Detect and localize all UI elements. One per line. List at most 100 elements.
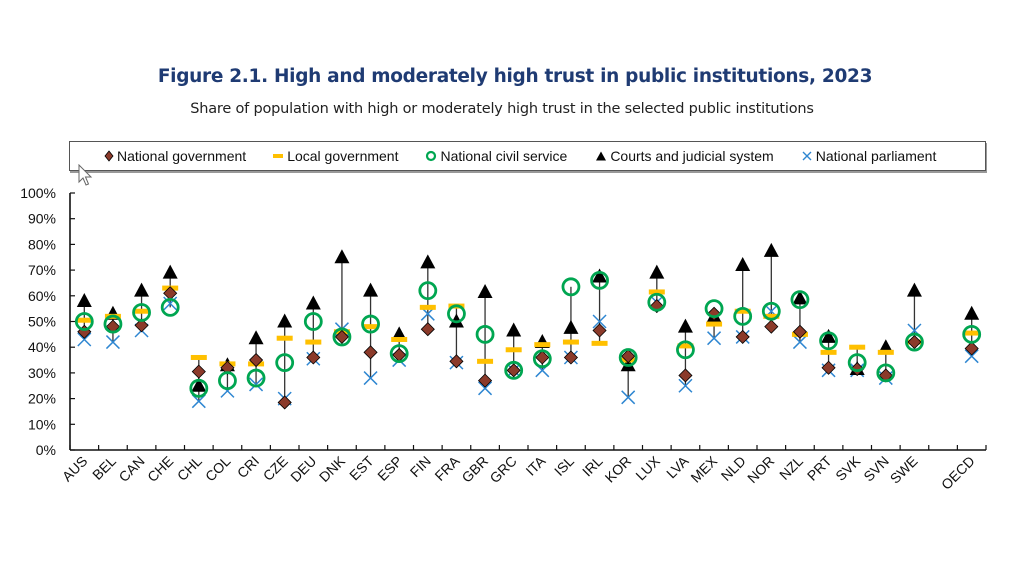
- national-parliament-point: [363, 371, 378, 386]
- national-civil-service-point: [218, 371, 237, 391]
- courts-point: [563, 319, 579, 334]
- national-civil-service-point: [303, 312, 323, 331]
- national-civil-service-point: [704, 299, 724, 319]
- courts-point: [677, 318, 693, 333]
- national-civil-service-point: [618, 348, 638, 367]
- x-tick-label: ESP: [374, 453, 405, 484]
- x-tick-label: NOR: [744, 453, 777, 486]
- x-tick-label: FIN: [407, 453, 434, 480]
- national-civil-service-point: [761, 301, 781, 321]
- courts-point: [134, 282, 150, 297]
- national-civil-service-point: [876, 363, 896, 383]
- mouse-cursor-icon: [78, 164, 93, 186]
- chart-subtitle: Share of population with high or moderat…: [190, 101, 814, 117]
- x-tick-label: CZE: [260, 453, 291, 484]
- national-government-point: [821, 360, 836, 375]
- national-civil-service-point: [790, 290, 810, 310]
- national-government-point: [134, 318, 149, 333]
- legend-item-courts: Courts and judicial system: [595, 148, 774, 164]
- legend-label: National parliament: [815, 148, 937, 164]
- national-civil-service-point: [74, 312, 94, 331]
- y-tick-label: 90%: [28, 211, 56, 227]
- legend-item-national-government: National government: [104, 148, 246, 164]
- national-civil-service-point: [160, 297, 180, 317]
- national-government-point: [764, 319, 779, 334]
- national-parliament-point: [592, 314, 607, 329]
- local-government-point: [133, 308, 150, 314]
- diamond-icon: [104, 150, 114, 162]
- national-government-point: [248, 352, 264, 368]
- x-tick-label: GBR: [458, 453, 491, 486]
- x-tick-label: GRC: [486, 453, 519, 486]
- national-civil-service-point: [590, 270, 609, 290]
- national-civil-service-point: [246, 368, 266, 388]
- courts-point: [391, 326, 407, 341]
- x-tick-label: AUS: [59, 453, 91, 485]
- national-government-point: [506, 363, 521, 378]
- national-parliament-point: [707, 331, 722, 346]
- courts-point: [277, 313, 293, 328]
- y-tick-label: 60%: [28, 288, 56, 304]
- x-tick-label: LUX: [632, 452, 663, 483]
- axes: 0%10%20%30%40%50%60%70%80%90%100%AUSBELC…: [20, 185, 987, 493]
- courts-point: [248, 330, 264, 345]
- local-government-point: [534, 342, 551, 348]
- courts-point: [363, 282, 379, 297]
- legend-label: National government: [117, 148, 247, 164]
- legend-item-local-government: Local government: [272, 148, 398, 164]
- courts-point: [964, 305, 980, 320]
- national-government-point: [220, 360, 235, 375]
- national-government-point: [477, 373, 493, 388]
- national-government-point: [792, 324, 808, 339]
- local-government-point: [190, 354, 207, 360]
- x-tick-label: DNK: [316, 452, 349, 485]
- courts-point: [506, 322, 522, 337]
- y-tick-label: 40%: [28, 339, 56, 355]
- legend: National government Local government Nat…: [69, 141, 986, 171]
- national-government-point: [363, 345, 378, 360]
- y-tick-label: 20%: [28, 391, 56, 407]
- national-civil-service-point: [676, 340, 695, 360]
- courts-point: [906, 282, 922, 297]
- local-government-point: [505, 347, 522, 353]
- x-icon: [802, 151, 812, 161]
- courts-point: [305, 295, 321, 310]
- x-tick-label: COL: [202, 453, 234, 485]
- legend-label: National civil service: [440, 148, 568, 164]
- local-government-point: [734, 308, 751, 314]
- x-tick-label: NLD: [718, 453, 749, 484]
- national-civil-service-point: [103, 314, 123, 334]
- local-government-point: [76, 317, 93, 323]
- national-civil-service-point: [561, 277, 581, 297]
- national-government-point: [592, 323, 607, 338]
- legend-item-national-parliament: National parliament: [801, 148, 937, 164]
- national-civil-service-point: [418, 281, 438, 301]
- national-civil-service-point: [819, 331, 838, 351]
- national-parliament-point: [678, 378, 693, 393]
- y-tick-label: 50%: [28, 314, 56, 330]
- circle-icon: [426, 150, 437, 162]
- local-government-point: [677, 343, 694, 349]
- y-tick-label: 80%: [28, 236, 56, 252]
- x-tick-label: CHE: [144, 453, 176, 485]
- national-civil-service-point: [132, 303, 151, 322]
- national-parliament-point: [792, 335, 807, 350]
- local-government-point: [706, 321, 723, 327]
- local-government-point: [362, 324, 379, 330]
- national-civil-service-point: [332, 327, 352, 347]
- national-parliament-point: [191, 394, 206, 409]
- courts-point: [763, 242, 779, 257]
- x-tick-label: NZL: [776, 453, 806, 483]
- local-government-point: [477, 358, 494, 364]
- local-government-point: [562, 339, 579, 345]
- national-civil-service-point: [275, 353, 295, 373]
- national-parliament-point: [249, 377, 264, 392]
- local-government-point: [877, 349, 894, 355]
- national-government-point: [563, 350, 579, 365]
- chart-marks: [74, 242, 982, 410]
- national-parliament-point: [77, 332, 92, 347]
- courts-point: [334, 249, 350, 264]
- national-government-point: [678, 368, 693, 383]
- local-government-point: [849, 344, 866, 350]
- national-civil-service-point: [504, 360, 524, 380]
